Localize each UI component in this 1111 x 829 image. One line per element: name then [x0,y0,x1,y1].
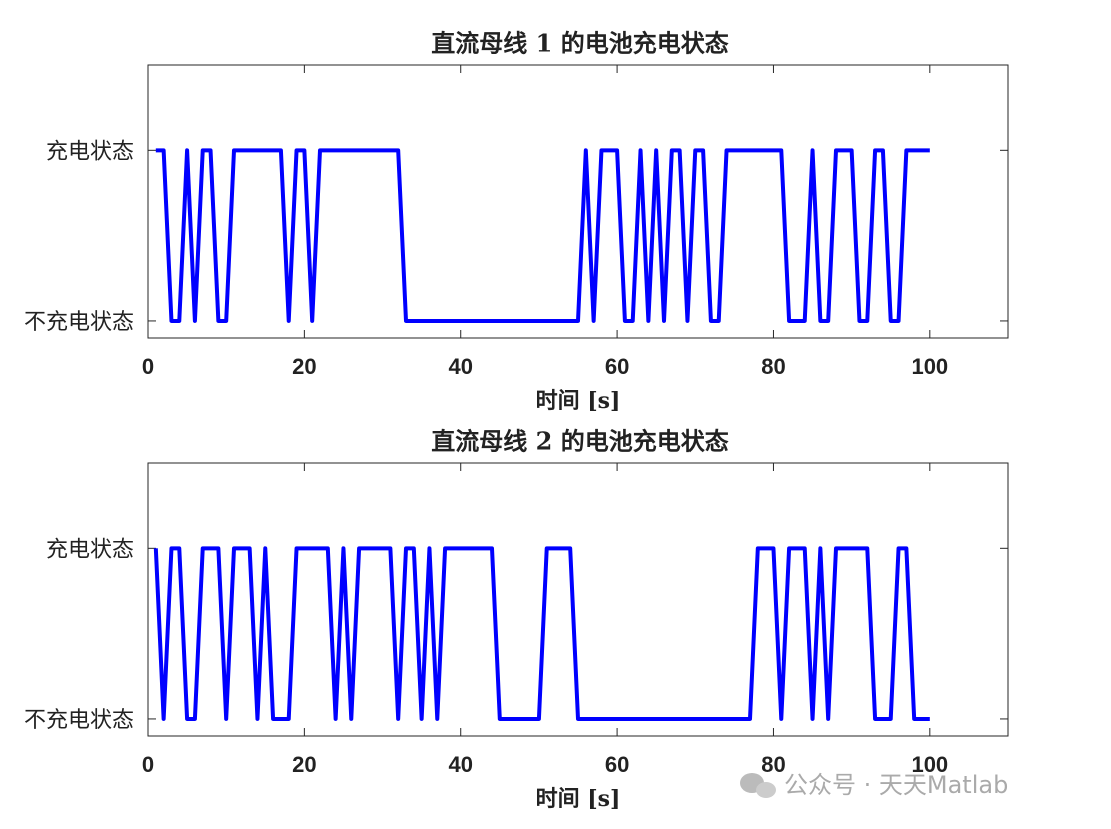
x-tick-label: 100 [911,752,948,777]
y-tick-label: 不充电状态 [24,310,134,335]
chart-title: 直流母线 2 的电池充电状态 [431,427,728,456]
x-tick-label: 0 [142,752,154,777]
watermark: 公众号 · 天天Matlab [784,771,1008,799]
x-tick-label: 100 [911,354,948,379]
x-tick-label: 80 [761,752,785,777]
x-tick-label: 60 [605,354,629,379]
y-tick-label: 不充电状态 [24,708,134,733]
x-tick-label: 20 [292,354,316,379]
x-tick-label: 80 [761,354,785,379]
x-axis-label: 时间 [s] [536,388,621,414]
data-line [155,148,930,323]
x-tick-label: 40 [448,752,472,777]
x-tick-label: 40 [448,354,472,379]
y-tick-label: 充电状态 [46,139,134,164]
y-tick-label: 充电状态 [46,537,134,562]
watermark-icon [740,773,776,798]
x-tick-label: 60 [605,752,629,777]
x-tick-label: 20 [292,752,316,777]
data-line [153,546,930,721]
x-axis-label: 时间 [s] [536,786,621,812]
chart-title: 直流母线 1 的电池充电状态 [431,29,728,58]
x-tick-label: 0 [142,354,154,379]
